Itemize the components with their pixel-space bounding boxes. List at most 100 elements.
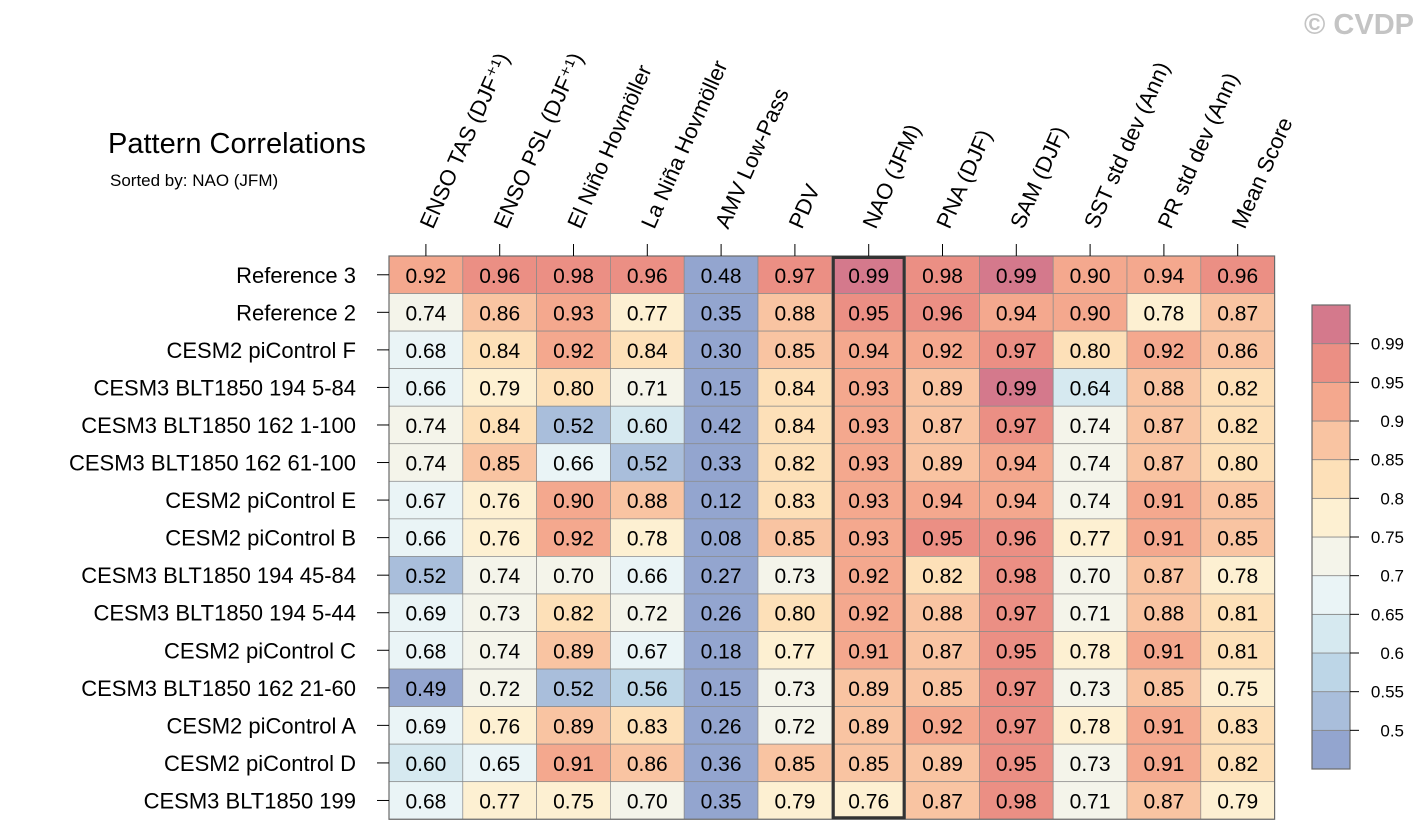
cell-value: 0.77 <box>774 640 815 663</box>
heatmap-cell <box>1052 781 1128 820</box>
heatmap-cell <box>462 706 537 745</box>
heatmap-cell <box>1200 480 1275 520</box>
heatmap-cell <box>536 556 611 595</box>
heatmap-cell <box>1052 518 1128 557</box>
colorbar-tick-label: 0.5 <box>1380 721 1404 740</box>
cell-value: 0.87 <box>1143 565 1184 588</box>
row-label-cesm3-blt1850-162-1-100: CESM3 BLT1850 162 1-100 <box>81 413 356 438</box>
heatmap-cell <box>979 480 1054 520</box>
cell-value: 0.86 <box>627 753 668 776</box>
heatmap-cell <box>1052 255 1128 294</box>
cell-value: 0.92 <box>553 340 594 363</box>
cell-value: 0.84 <box>479 340 520 363</box>
cell-value: 0.88 <box>922 603 963 626</box>
cell-value: 0.76 <box>479 528 520 551</box>
cell-value: 0.97 <box>996 715 1037 738</box>
cell-value: 0.95 <box>848 302 889 325</box>
cell-value: 0.75 <box>1217 678 1258 701</box>
cell-value: 0.67 <box>627 640 668 663</box>
cell-value: 0.75 <box>553 790 594 813</box>
cell-value: 0.74 <box>405 302 446 325</box>
cell-value: 0.70 <box>627 790 668 813</box>
heatmap-cell <box>979 556 1054 595</box>
cell-value: 0.82 <box>774 453 815 476</box>
colorbar-tick-label: 0.6 <box>1380 644 1404 663</box>
cell-value: 0.83 <box>627 715 668 738</box>
colorbar-tick-label: 0.95 <box>1371 373 1404 392</box>
cell-value: 0.82 <box>1217 377 1258 400</box>
cell-value: 0.35 <box>701 790 742 813</box>
heatmap-cell <box>1126 293 1202 332</box>
cell-value: 0.74 <box>405 415 446 438</box>
heatmap-cell <box>757 668 833 707</box>
cell-value: 0.92 <box>848 565 889 588</box>
heatmap-cell <box>462 255 537 294</box>
cell-value: 0.76 <box>479 715 520 738</box>
colorbar-tick-label: 0.99 <box>1371 335 1404 354</box>
heatmap-cell <box>1126 631 1202 670</box>
cell-value: 0.15 <box>701 377 742 400</box>
heatmap-cell <box>610 706 685 745</box>
row-label-cesm3-blt1850-162-21-60: CESM3 BLT1850 162 21-60 <box>81 676 356 701</box>
heatmap-cell <box>388 368 464 407</box>
cell-value: 0.99 <box>996 377 1037 400</box>
cell-value: 0.60 <box>405 753 446 776</box>
row-label-cesm3-blt1850-194-45-84: CESM3 BLT1850 194 45-84 <box>81 563 356 588</box>
cell-value: 0.86 <box>479 302 520 325</box>
cell-value: 0.98 <box>553 265 594 288</box>
heatmap-cell <box>388 518 464 557</box>
heatmap-cell <box>462 668 537 707</box>
heatmap-cell <box>462 405 537 445</box>
cell-value: 0.71 <box>627 377 668 400</box>
cell-value: 0.72 <box>479 678 520 701</box>
heatmap-cell <box>462 368 537 407</box>
cell-value: 0.73 <box>774 565 815 588</box>
heatmap-cell <box>905 443 980 482</box>
heatmap-cell <box>683 518 759 557</box>
cell-value: 0.77 <box>479 790 520 813</box>
cell-value: 0.93 <box>848 415 889 438</box>
heatmap-cell <box>757 480 833 520</box>
cell-value: 0.79 <box>1217 790 1258 813</box>
cell-value: 0.89 <box>922 377 963 400</box>
heatmap-cell <box>905 593 980 632</box>
heatmap-cell <box>610 593 685 632</box>
heatmap-cell <box>1200 330 1275 370</box>
heatmap-cell <box>1052 443 1128 482</box>
cell-value: 0.94 <box>996 490 1037 513</box>
row-label-cesm2-picontrol-c: CESM2 piControl C <box>164 638 356 663</box>
row-label-cesm3-blt1850-194-5-44: CESM3 BLT1850 194 5-44 <box>93 601 356 626</box>
cell-value: 0.52 <box>553 415 594 438</box>
heatmap-cell <box>905 405 980 445</box>
cell-value: 0.87 <box>922 790 963 813</box>
cell-value: 0.82 <box>922 565 963 588</box>
heatmap-cell <box>388 480 464 520</box>
heatmap-cell <box>757 631 833 670</box>
cell-value: 0.18 <box>701 640 742 663</box>
heatmap-cell <box>979 443 1054 482</box>
heatmap-cell <box>683 293 759 332</box>
heatmap-cell <box>610 781 685 820</box>
cell-value: 0.94 <box>848 340 889 363</box>
cell-value: 0.71 <box>1070 603 1111 626</box>
cell-value: 0.74 <box>405 453 446 476</box>
heatmap-cell <box>610 480 685 520</box>
heatmap-cell <box>683 405 759 445</box>
colorbar-swatch <box>1311 536 1351 577</box>
heatmap-cell <box>388 743 464 783</box>
cell-value: 0.79 <box>774 790 815 813</box>
cell-value: 0.95 <box>922 528 963 551</box>
column-label-pna-djf: PNA (DJF) <box>931 126 997 232</box>
cell-value: 0.91 <box>1143 753 1184 776</box>
colorbar: 0.5 0.55 0.6 0.65 0.7 0.75 0.8 0.85 0.9 0.95 0.99 <box>1311 304 1404 770</box>
cell-value: 0.96 <box>922 302 963 325</box>
heatmap-cell <box>1052 293 1128 332</box>
cell-value: 0.68 <box>405 640 446 663</box>
cell-value: 0.84 <box>627 340 668 363</box>
heatmap-cell <box>388 330 464 370</box>
heatmap-cell <box>388 706 464 745</box>
heatmap-cell <box>683 480 759 520</box>
cell-value: 0.99 <box>848 265 889 288</box>
heatmap-cell <box>536 631 611 670</box>
